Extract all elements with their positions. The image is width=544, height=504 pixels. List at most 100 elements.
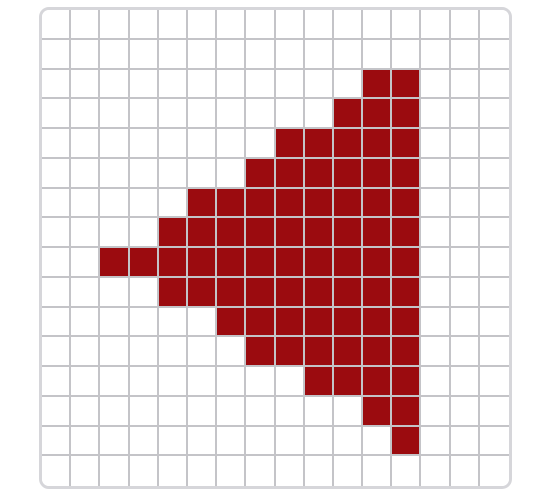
grid-cell-filled[interactable]	[392, 396, 422, 427]
grid-cell[interactable]	[421, 10, 451, 40]
grid-cell-filled[interactable]	[304, 188, 334, 219]
grid-cell[interactable]	[450, 396, 480, 427]
grid-cell-filled[interactable]	[304, 248, 334, 278]
grid-cell[interactable]	[71, 99, 101, 129]
grid-cell[interactable]	[246, 426, 276, 457]
grid-cell[interactable]	[100, 396, 130, 427]
grid-cell[interactable]	[158, 69, 188, 100]
grid-cell[interactable]	[479, 367, 509, 397]
grid-cell[interactable]	[450, 426, 480, 457]
grid-cell[interactable]	[129, 367, 159, 397]
grid-cell[interactable]	[158, 337, 188, 367]
grid-cell[interactable]	[275, 10, 305, 40]
grid-cell-filled[interactable]	[392, 158, 422, 189]
grid-cell-filled[interactable]	[363, 69, 393, 100]
grid-cell[interactable]	[450, 69, 480, 100]
grid-cell[interactable]	[42, 396, 72, 427]
grid-cell-filled[interactable]	[392, 367, 422, 397]
grid-cell[interactable]	[187, 39, 218, 70]
grid-cell[interactable]	[392, 10, 422, 40]
grid-cell-filled[interactable]	[392, 69, 422, 100]
grid-cell-filled[interactable]	[304, 307, 334, 338]
grid-cell-filled[interactable]	[392, 218, 422, 248]
grid-cell[interactable]	[187, 367, 218, 397]
grid-cell[interactable]	[479, 396, 509, 427]
grid-cell[interactable]	[333, 69, 364, 100]
grid-cell[interactable]	[304, 10, 334, 40]
grid-cell[interactable]	[187, 158, 218, 189]
grid-cell[interactable]	[421, 129, 451, 159]
grid-cell[interactable]	[129, 337, 159, 367]
grid-cell[interactable]	[450, 218, 480, 248]
grid-cell[interactable]	[42, 337, 72, 367]
grid-cell-filled[interactable]	[275, 129, 305, 159]
grid-cell-filled[interactable]	[392, 426, 422, 457]
grid-cell[interactable]	[450, 248, 480, 278]
grid-cell[interactable]	[275, 367, 305, 397]
grid-cell[interactable]	[100, 129, 130, 159]
grid-cell-filled[interactable]	[363, 337, 393, 367]
grid-cell[interactable]	[217, 99, 247, 129]
grid-cell[interactable]	[450, 39, 480, 70]
grid-cell[interactable]	[129, 456, 159, 486]
grid-cell[interactable]	[363, 456, 393, 486]
grid-cell[interactable]	[187, 129, 218, 159]
grid-cell[interactable]	[217, 69, 247, 100]
grid-cell-filled[interactable]	[392, 337, 422, 367]
grid-cell[interactable]	[304, 456, 334, 486]
grid-cell-filled[interactable]	[304, 337, 334, 367]
grid-cell[interactable]	[129, 396, 159, 427]
grid-cell[interactable]	[479, 158, 509, 189]
grid-cell[interactable]	[42, 277, 72, 308]
grid-cell[interactable]	[479, 99, 509, 129]
grid-cell[interactable]	[333, 456, 364, 486]
grid-cell-filled[interactable]	[304, 158, 334, 189]
grid-cell-filled[interactable]	[158, 218, 188, 248]
grid-cell-filled[interactable]	[333, 129, 364, 159]
grid-cell[interactable]	[363, 426, 393, 457]
grid-cell[interactable]	[246, 129, 276, 159]
grid-cell[interactable]	[363, 39, 393, 70]
grid-cell[interactable]	[158, 367, 188, 397]
grid-cell[interactable]	[304, 396, 334, 427]
grid-cell[interactable]	[333, 39, 364, 70]
grid-cell[interactable]	[217, 158, 247, 189]
grid-cell-filled[interactable]	[246, 277, 276, 308]
grid-cell[interactable]	[71, 367, 101, 397]
grid-cell[interactable]	[450, 99, 480, 129]
grid-cell[interactable]	[275, 99, 305, 129]
grid-cell[interactable]	[479, 248, 509, 278]
grid-cell[interactable]	[158, 129, 188, 159]
grid-cell-filled[interactable]	[333, 218, 364, 248]
grid-cell[interactable]	[217, 10, 247, 40]
grid-cell[interactable]	[42, 367, 72, 397]
grid-cell-filled[interactable]	[392, 188, 422, 219]
grid-cell-filled[interactable]	[363, 188, 393, 219]
grid-cell[interactable]	[129, 188, 159, 219]
grid-cell-filled[interactable]	[333, 307, 364, 338]
grid-cell-filled[interactable]	[333, 248, 364, 278]
grid-cell[interactable]	[187, 10, 218, 40]
grid-cell[interactable]	[129, 129, 159, 159]
grid-cell-filled[interactable]	[275, 218, 305, 248]
grid-cell-filled[interactable]	[363, 248, 393, 278]
grid-cell[interactable]	[246, 10, 276, 40]
grid-cell[interactable]	[187, 337, 218, 367]
grid-cell-filled[interactable]	[246, 218, 276, 248]
grid-cell[interactable]	[217, 129, 247, 159]
grid-cell[interactable]	[421, 218, 451, 248]
grid-cell[interactable]	[217, 396, 247, 427]
grid-cell[interactable]	[392, 456, 422, 486]
grid-cell[interactable]	[392, 39, 422, 70]
grid-cell[interactable]	[129, 99, 159, 129]
grid-cell[interactable]	[100, 188, 130, 219]
grid-cell[interactable]	[42, 129, 72, 159]
grid-cell[interactable]	[363, 10, 393, 40]
grid-cell-filled[interactable]	[363, 307, 393, 338]
grid-cell[interactable]	[71, 426, 101, 457]
grid-cell-filled[interactable]	[246, 158, 276, 189]
grid-cell[interactable]	[42, 69, 72, 100]
grid-cell[interactable]	[421, 39, 451, 70]
grid-cell[interactable]	[42, 307, 72, 338]
grid-cell[interactable]	[275, 456, 305, 486]
